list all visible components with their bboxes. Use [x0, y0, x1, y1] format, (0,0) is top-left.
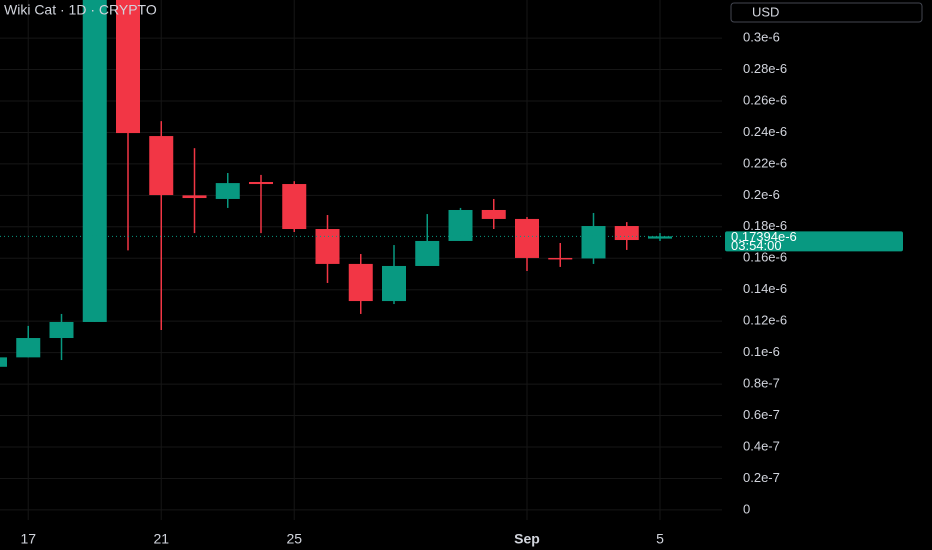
candle-body	[82, 0, 107, 322]
plot-area	[0, 0, 722, 367]
candle-body	[515, 218, 539, 258]
x-tick-label: 5	[656, 531, 664, 547]
x-tick-label: 17	[20, 531, 36, 547]
candle-body	[182, 195, 207, 199]
candle-body	[481, 209, 506, 219]
candle-body	[614, 226, 639, 241]
y-tick-label: 0.28e-6	[743, 61, 787, 76]
y-tick-label: 0.8e-7	[743, 376, 780, 391]
y-tick-label: 0.2e-7	[743, 470, 780, 485]
candle-body	[315, 229, 340, 264]
candle-body	[49, 321, 74, 339]
candle-body	[648, 236, 672, 239]
x-tick-label: Sep	[514, 531, 540, 547]
candle-body	[215, 183, 240, 199]
currency-label[interactable]: USD	[752, 4, 779, 19]
candle-body	[282, 184, 307, 230]
candle-body	[581, 226, 606, 259]
grid	[0, 0, 722, 520]
currency-button[interactable]	[730, 2, 923, 23]
y-tick-label: 0.12e-6	[743, 313, 787, 328]
y-tick-label: 0.2e-6	[743, 187, 780, 202]
y-tick-label: 0.24e-6	[743, 124, 787, 139]
y-axis: 0 0.2e-7 0.4e-7 0.6e-7 0.8e-7 0.1e-6 0.12e-6 0.…	[743, 30, 787, 517]
y-tick-label: 0	[743, 501, 750, 516]
y-tick-label: 0.14e-6	[743, 281, 787, 296]
candle-body	[415, 240, 440, 266]
y-tick-label: 0.18e-6	[743, 218, 787, 233]
x-tick-label: 21	[153, 531, 169, 547]
countdown: 03:54:00	[731, 238, 782, 253]
last-price-label: 0.17394e-6	[731, 229, 797, 244]
candle-body	[448, 209, 473, 241]
candle-body	[548, 257, 573, 260]
candle-body	[0, 357, 7, 367]
candle-body	[348, 263, 373, 302]
y-tick-label: 0.4e-7	[743, 438, 780, 453]
y-tick-label: 0.22e-6	[743, 155, 787, 170]
candle-body	[149, 136, 174, 196]
x-tick-label: 25	[286, 531, 302, 547]
candle-body	[382, 265, 406, 302]
y-tick-label: 0.16e-6	[743, 250, 787, 265]
candle-body	[249, 181, 273, 185]
y-tick-label: 0.1e-6	[743, 344, 780, 359]
chart-title: Wiki Cat · 1D · CRYPTO	[4, 2, 157, 18]
last-price-box	[725, 231, 903, 252]
candle-body	[16, 338, 41, 358]
y-tick-label: 0.26e-6	[743, 92, 787, 107]
candle-body	[116, 0, 140, 134]
y-tick-label: 0.3e-6	[743, 30, 780, 45]
y-tick-label: 0.6e-7	[743, 407, 780, 422]
